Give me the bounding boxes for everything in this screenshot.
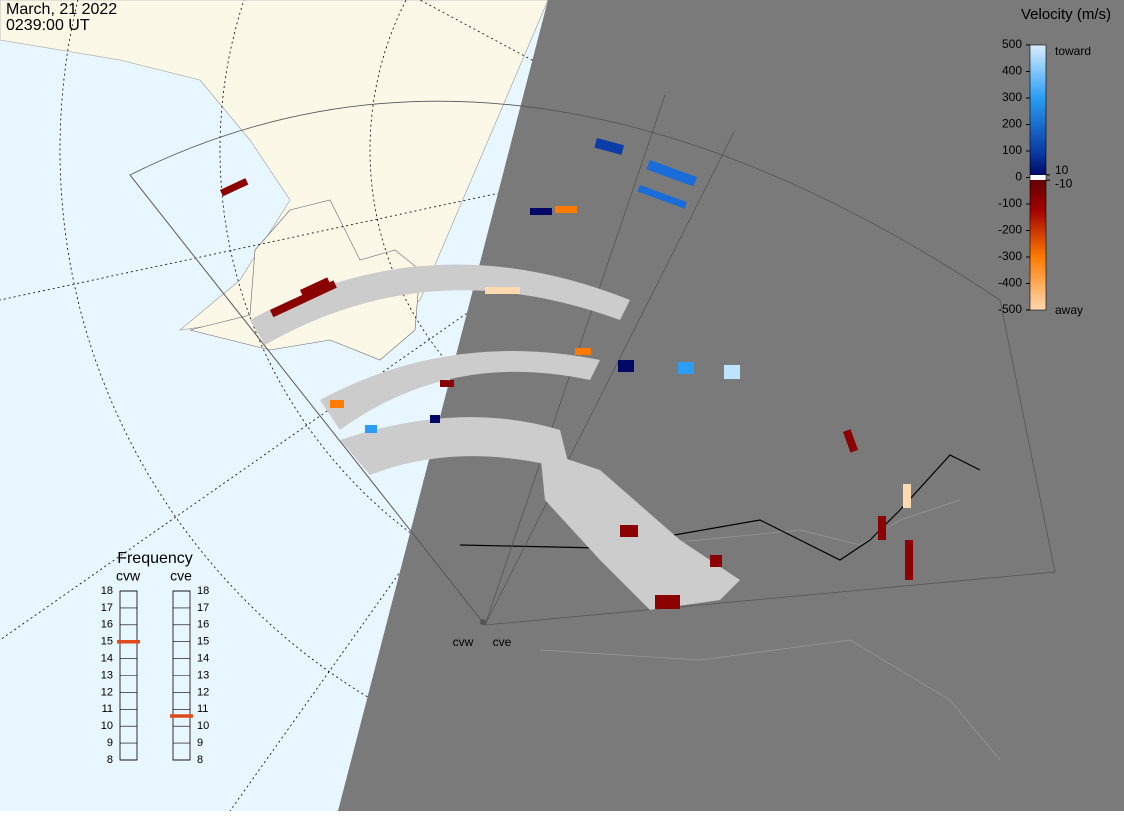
tick-label: -100 (998, 196, 1022, 210)
tick-label: 12 (197, 686, 209, 698)
date: March, 21 2022 (6, 1, 117, 18)
tick-label: 500 (1002, 37, 1022, 51)
tick-label: 10 (197, 720, 209, 732)
velocity-title: Velocity (m/s) (1021, 6, 1111, 23)
frequency-radar-name: cvw (116, 568, 141, 584)
tick-label: 9 (107, 737, 113, 749)
tick-label: 16 (197, 619, 209, 631)
tick-label: 100 (1002, 143, 1022, 157)
land (189, 199, 421, 361)
tick-label: 18 (101, 585, 113, 597)
tick-label: -500 (998, 302, 1022, 316)
time: 0239:00 UT (6, 17, 90, 34)
land (0, 0, 549, 331)
tick-label: 14 (101, 653, 113, 665)
tick-label: 18 (197, 585, 209, 597)
color-bar (1029, 44, 1047, 311)
tick-label: 400 (1002, 64, 1022, 78)
tick-label: 200 (1002, 117, 1022, 131)
color-bar-bottom-label: away (1055, 303, 1083, 317)
tick-label: 14 (197, 653, 209, 665)
tick-label: -400 (998, 276, 1022, 290)
tick-label: 8 (107, 754, 113, 766)
night-shade (338, 0, 1124, 811)
tick-label: -200 (998, 223, 1022, 237)
radar-site (480, 619, 486, 625)
tick-label: 15 (197, 636, 209, 648)
tick-label: -300 (998, 249, 1022, 263)
tick-label: 16 (101, 619, 113, 631)
tick-label: 15 (101, 636, 113, 648)
radar-label: cvw (453, 635, 474, 649)
tick-label: 13 (197, 669, 209, 681)
tick-label: 13 (101, 669, 113, 681)
frequency-radar-name: cve (170, 568, 192, 584)
tick-label: 10 (1055, 163, 1069, 177)
tick-label: 0 (1015, 170, 1022, 184)
frequency-title: Frequency (117, 550, 193, 567)
scatter-echoes (220, 138, 913, 610)
tick-label: 17 (197, 602, 209, 614)
tick-label: 17 (101, 602, 113, 614)
tick-label: 12 (101, 686, 113, 698)
tick-label: 8 (197, 754, 203, 766)
tick-label: 9 (197, 737, 203, 749)
overlay: 5004003002001000-100-200-300-400-50010-1… (101, 37, 1073, 766)
tick-label: 10 (101, 720, 113, 732)
tick-label: -10 (1055, 176, 1073, 190)
radar-label: cve (493, 635, 512, 649)
tick-label: 300 (1002, 90, 1022, 104)
tick-label: 11 (102, 703, 113, 715)
tick-label: 11 (197, 703, 208, 715)
color-bar-top-label: toward (1055, 44, 1091, 58)
